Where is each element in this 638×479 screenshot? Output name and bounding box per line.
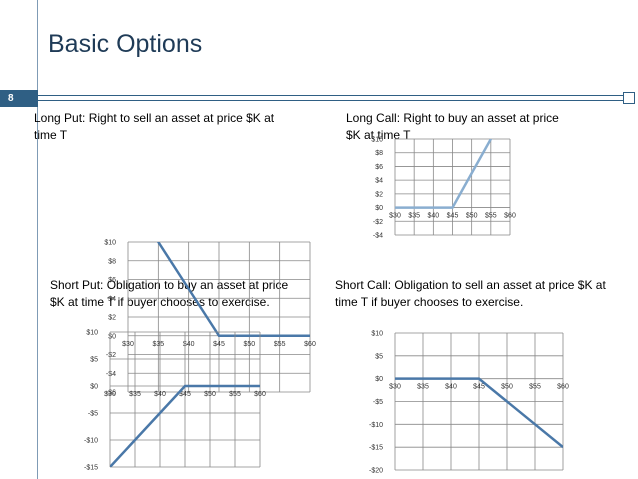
- x-tick-label: $40: [154, 391, 166, 398]
- short-call-caption-line2: time T if buyer chooses to exercise.: [335, 295, 524, 309]
- y-tick-label: $5: [375, 353, 383, 360]
- x-tick-label: $30: [389, 213, 401, 220]
- long-call-chart: -$4 -$2 $0 $2 $4 $6 $8 $10 $30 $35 $40 $45 $50 $55 $60: [371, 137, 516, 240]
- y-tick-label: $0: [108, 333, 116, 340]
- x-tick-label: $35: [129, 391, 141, 398]
- long-call-caption-line2: $K at time T: [346, 128, 411, 142]
- y-tick-label: $2: [108, 315, 116, 322]
- short-put-caption-line1: Short Put: Obligation to buy an asset at…: [50, 278, 289, 292]
- x-tick-label: $60: [304, 341, 316, 348]
- x-tick-label: $45: [473, 384, 485, 391]
- long-put-chart: -$6 -$4 -$2 $0 $2 $4 $6 $8 $10 $30 $35 $40 $45 $50 $55…: [104, 240, 316, 397]
- x-tick-label: $60: [504, 213, 516, 220]
- x-tick-label: $50: [204, 391, 216, 398]
- y-tick-label: -$10: [369, 422, 383, 429]
- short-put-caption: Short Put: Obligation to buy an asset at…: [50, 277, 288, 311]
- y-tick-label: $10: [371, 137, 383, 144]
- x-tick-label: $60: [254, 391, 266, 398]
- x-tick-label: $40: [427, 213, 439, 220]
- x-tick-label: $40: [445, 384, 457, 391]
- x-tick-label: $40: [183, 341, 195, 348]
- y-tick-label: -$2: [106, 352, 116, 359]
- y-tick-label: -$20: [369, 468, 383, 475]
- y-tick-label: $8: [375, 150, 383, 157]
- band-line: [38, 95, 623, 101]
- x-tick-label: $35: [408, 213, 420, 220]
- x-tick-label: $50: [243, 341, 255, 348]
- y-tick-label: -$10: [84, 438, 98, 445]
- short-call-caption-line1: Short Call: Obligation to sell an asset …: [335, 278, 606, 292]
- x-tick-label: $55: [529, 384, 541, 391]
- long-put-caption-line2: time T: [34, 128, 68, 142]
- x-tick-label: $30: [389, 384, 401, 391]
- short-call-chart: -$20 -$15 -$10 -$5 $0 $5 $10 $30 $35 $40 $45 $50 $55…: [369, 331, 569, 475]
- payoff-line: [110, 384, 260, 467]
- payoff-line: [395, 377, 563, 449]
- y-tick-label: -$15: [84, 465, 98, 472]
- y-tick-label: -$2: [373, 219, 383, 226]
- x-tick-label: $55: [485, 213, 497, 220]
- y-tick-label: $2: [375, 191, 383, 198]
- slide-title: Basic Options: [48, 30, 203, 58]
- y-tick-label: $8: [108, 258, 116, 265]
- long-call-caption: Long Call: Right to buy an asset at pric…: [346, 110, 559, 144]
- left-rule: [0, 0, 38, 479]
- x-tick-label: $30: [122, 341, 134, 348]
- x-tick-label: $45: [213, 341, 225, 348]
- y-tick-label: $6: [108, 277, 116, 284]
- slide-number: 8: [0, 90, 38, 107]
- x-tick-label: $50: [466, 213, 478, 220]
- x-tick-label: $30: [104, 391, 116, 398]
- x-tick-label: $45: [179, 391, 191, 398]
- y-tick-label: $0: [375, 376, 383, 383]
- short-call-caption: Short Call: Obligation to sell an asset …: [335, 277, 606, 311]
- long-put-caption: Long Put: Right to sell an asset at pric…: [34, 110, 274, 144]
- x-tick-label: $35: [152, 341, 164, 348]
- payoff-line: [156, 242, 310, 337]
- x-tick-label: $55: [274, 341, 286, 348]
- short-put-caption-line2: $K at time T if buyer chooses to exercis…: [50, 295, 270, 309]
- x-tick-label: $60: [557, 384, 569, 391]
- x-tick-label: $45: [447, 213, 459, 220]
- y-tick-label: $5: [90, 357, 98, 364]
- short-put-chart: -$15 -$10 -$5 $0 $5 $10 $30 $35 $40 $45 $50 $55 $60: [84, 330, 266, 472]
- y-tick-label: -$5: [373, 399, 383, 406]
- y-tick-label: -$6: [106, 390, 116, 397]
- y-tick-label: -$5: [88, 411, 98, 418]
- y-tick-label: $10: [371, 331, 383, 338]
- y-tick-label: $4: [108, 296, 116, 303]
- y-tick-label: -$4: [373, 233, 383, 240]
- y-tick-label: $10: [86, 330, 98, 337]
- y-tick-label: $6: [375, 164, 383, 171]
- y-tick-label: -$4: [106, 371, 116, 378]
- payoff-line: [395, 139, 493, 209]
- y-tick-label: $0: [375, 205, 383, 212]
- x-tick-label: $55: [229, 391, 241, 398]
- y-tick-label: $4: [375, 178, 383, 185]
- long-put-caption-line1: Long Put: Right to sell an asset at pric…: [34, 111, 275, 125]
- x-tick-label: $35: [417, 384, 429, 391]
- y-tick-label: $0: [90, 384, 98, 391]
- header-band: 8: [0, 90, 638, 107]
- long-call-caption-line1: Long Call: Right to buy an asset at pric…: [346, 111, 559, 125]
- x-tick-label: $50: [501, 384, 513, 391]
- y-tick-label: $10: [104, 240, 116, 247]
- y-tick-label: -$15: [369, 445, 383, 452]
- band-square: [623, 92, 635, 104]
